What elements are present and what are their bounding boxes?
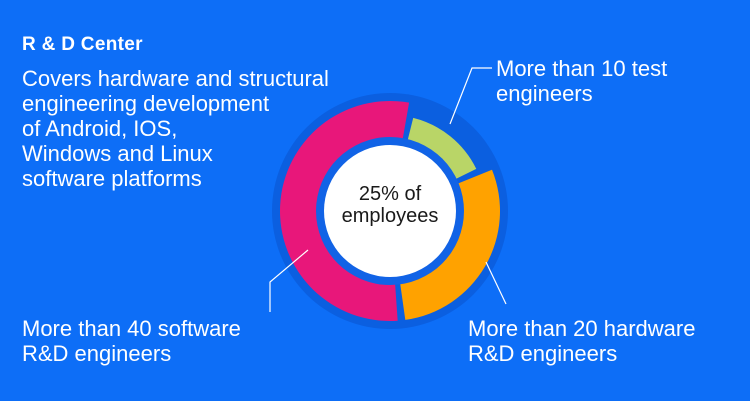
slice-label-line: More than 40 software xyxy=(22,316,241,341)
description-line: Windows and Linux xyxy=(22,141,213,166)
description-line: engineering development xyxy=(22,91,270,116)
slice-software-engineers xyxy=(280,100,410,321)
description-line: of Android, IOS, xyxy=(22,116,178,141)
slice-label-line: More than 10 test xyxy=(496,56,668,81)
slice-label-line: R&D engineers xyxy=(468,341,618,366)
slice-label-test-engineers: More than 10 test engineers xyxy=(496,56,667,106)
slice-label-software-engineers: More than 40 software R&D engineers xyxy=(22,316,241,366)
slice-label-line: More than 20 hardware xyxy=(468,316,696,341)
chart-center-hole xyxy=(324,145,456,277)
center-label-line: 25% of xyxy=(358,183,422,205)
slice-label-line: R&D engineers xyxy=(22,341,172,366)
slice-label-line: engineers xyxy=(496,81,593,106)
slice-hardware-engineers xyxy=(399,169,500,320)
slice-label-hardware-engineers: More than 20 hardware R&D engineers xyxy=(468,316,695,366)
leader-line-software xyxy=(269,249,309,312)
center-label-line: employees xyxy=(341,205,439,227)
leader-line-hardware xyxy=(485,261,507,305)
description-line: Covers hardware and structural xyxy=(22,66,329,91)
slice-test-engineers xyxy=(406,117,477,181)
description: Covers hardware and structural engineeri… xyxy=(22,66,402,191)
page-title: R & D Center xyxy=(22,34,143,55)
leader-line-test xyxy=(449,67,492,125)
center-label: 25% of employees xyxy=(330,183,450,227)
description-line: software platforms xyxy=(22,166,202,191)
